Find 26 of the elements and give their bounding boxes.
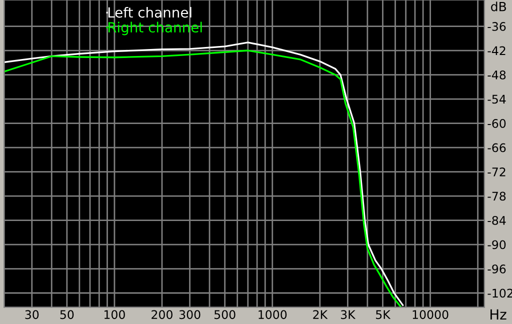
y-tick-label: -78	[488, 192, 506, 201]
y-tick-label: -36	[488, 22, 506, 31]
y-tick-label: -90	[488, 240, 506, 250]
x-axis-title: Hz	[490, 309, 506, 320]
y-tick-label: -72	[488, 167, 506, 176]
x-tick-label: 2K	[313, 310, 328, 319]
y-tick-label: -48	[488, 70, 506, 80]
x-tick-label: 3K	[340, 310, 356, 320]
y-tick-label: -54	[488, 94, 506, 104]
x-tick-label: 1000	[258, 310, 287, 320]
y-tick-label: -66	[488, 143, 506, 152]
x-tick-label: 30	[25, 310, 39, 320]
y-tick-label: -60	[488, 118, 506, 128]
y-tick-label: -84	[488, 216, 506, 225]
legend-label: Left channel	[108, 6, 192, 18]
x-tick-label: 100	[104, 310, 125, 320]
x-tick-label: 5K	[376, 310, 391, 320]
x-tick-label: 500	[214, 310, 236, 320]
y-axis-title: dB	[491, 2, 506, 12]
x-tick-label: 300	[179, 310, 200, 320]
y-tick-label: -96	[488, 264, 506, 274]
x-tick-label: 200	[152, 310, 172, 320]
x-tick-label: 50	[60, 310, 74, 320]
x-tick-label: 10000	[412, 310, 448, 320]
y-tick-label: -42	[488, 46, 506, 56]
legend-label: Right channel	[108, 22, 202, 36]
